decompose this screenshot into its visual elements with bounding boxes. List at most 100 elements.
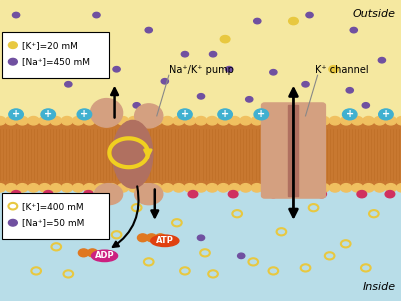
Text: [Na⁺]=50 mM: [Na⁺]=50 mM: [22, 218, 84, 227]
Circle shape: [133, 103, 140, 108]
Circle shape: [162, 184, 173, 192]
Circle shape: [9, 109, 23, 120]
Ellipse shape: [134, 184, 162, 205]
Text: ATP: ATP: [156, 236, 173, 245]
Circle shape: [83, 116, 95, 125]
Text: [Na⁺]=450 mM: [Na⁺]=450 mM: [22, 57, 89, 66]
Circle shape: [195, 184, 206, 192]
Circle shape: [188, 191, 197, 198]
Ellipse shape: [150, 235, 178, 247]
Circle shape: [384, 116, 395, 125]
Circle shape: [251, 116, 262, 125]
Bar: [288, 105, 298, 196]
Text: K⁺ channel: K⁺ channel: [314, 65, 368, 75]
Circle shape: [306, 184, 318, 192]
Circle shape: [8, 58, 17, 65]
Circle shape: [217, 184, 229, 192]
Circle shape: [195, 116, 206, 125]
Ellipse shape: [90, 98, 122, 127]
Circle shape: [318, 184, 329, 192]
Circle shape: [351, 184, 362, 192]
Circle shape: [197, 235, 204, 240]
Circle shape: [177, 109, 192, 120]
Circle shape: [239, 116, 251, 125]
Circle shape: [373, 116, 384, 125]
Circle shape: [295, 184, 306, 192]
Circle shape: [161, 79, 168, 84]
Circle shape: [128, 184, 139, 192]
Circle shape: [239, 184, 251, 192]
Circle shape: [253, 18, 260, 24]
Text: Inside: Inside: [362, 282, 395, 292]
Circle shape: [273, 116, 284, 125]
Circle shape: [43, 191, 53, 198]
Text: +: +: [80, 109, 88, 119]
Circle shape: [50, 116, 61, 125]
Circle shape: [301, 82, 308, 87]
Circle shape: [362, 184, 373, 192]
FancyBboxPatch shape: [292, 103, 324, 198]
Circle shape: [11, 191, 21, 198]
Circle shape: [349, 27, 356, 33]
Circle shape: [318, 116, 329, 125]
Circle shape: [113, 67, 120, 72]
Circle shape: [83, 184, 95, 192]
Circle shape: [24, 67, 32, 72]
Text: +: +: [221, 109, 229, 119]
Circle shape: [0, 184, 6, 192]
Text: [K⁺]=20 mM: [K⁺]=20 mM: [22, 41, 77, 50]
Circle shape: [356, 191, 366, 198]
Circle shape: [228, 191, 237, 198]
Circle shape: [351, 116, 362, 125]
FancyBboxPatch shape: [261, 103, 293, 198]
Circle shape: [305, 12, 312, 18]
Circle shape: [268, 191, 277, 198]
Circle shape: [101, 232, 108, 237]
Ellipse shape: [91, 250, 117, 262]
Text: Na⁺/K⁺ pump: Na⁺/K⁺ pump: [168, 65, 233, 75]
Circle shape: [39, 116, 50, 125]
Circle shape: [316, 191, 326, 198]
Circle shape: [181, 51, 188, 57]
Circle shape: [328, 66, 338, 73]
Circle shape: [228, 184, 239, 192]
Circle shape: [284, 184, 295, 192]
Circle shape: [197, 94, 204, 99]
Circle shape: [83, 191, 93, 198]
FancyBboxPatch shape: [2, 193, 108, 239]
Circle shape: [8, 219, 17, 226]
Text: +: +: [257, 109, 265, 119]
Circle shape: [155, 234, 165, 242]
Circle shape: [217, 109, 232, 120]
Circle shape: [284, 116, 295, 125]
Circle shape: [139, 184, 150, 192]
Circle shape: [295, 116, 306, 125]
Circle shape: [139, 116, 150, 125]
Circle shape: [137, 234, 148, 242]
Text: +: +: [381, 109, 389, 119]
Circle shape: [53, 36, 60, 42]
Circle shape: [228, 116, 239, 125]
Circle shape: [6, 184, 17, 192]
Circle shape: [28, 116, 39, 125]
Circle shape: [117, 116, 128, 125]
Circle shape: [361, 103, 369, 108]
Circle shape: [17, 184, 28, 192]
Circle shape: [225, 67, 232, 72]
Circle shape: [78, 249, 89, 257]
Text: Outside: Outside: [352, 9, 395, 19]
Circle shape: [288, 17, 298, 25]
Ellipse shape: [94, 184, 122, 205]
Circle shape: [262, 184, 273, 192]
Ellipse shape: [112, 120, 152, 188]
Text: +: +: [180, 109, 188, 119]
Circle shape: [61, 184, 73, 192]
Circle shape: [95, 184, 106, 192]
Circle shape: [377, 57, 385, 63]
Circle shape: [184, 184, 195, 192]
Circle shape: [17, 116, 28, 125]
Circle shape: [245, 97, 252, 102]
Circle shape: [253, 109, 268, 120]
Circle shape: [395, 184, 401, 192]
Circle shape: [395, 116, 401, 125]
